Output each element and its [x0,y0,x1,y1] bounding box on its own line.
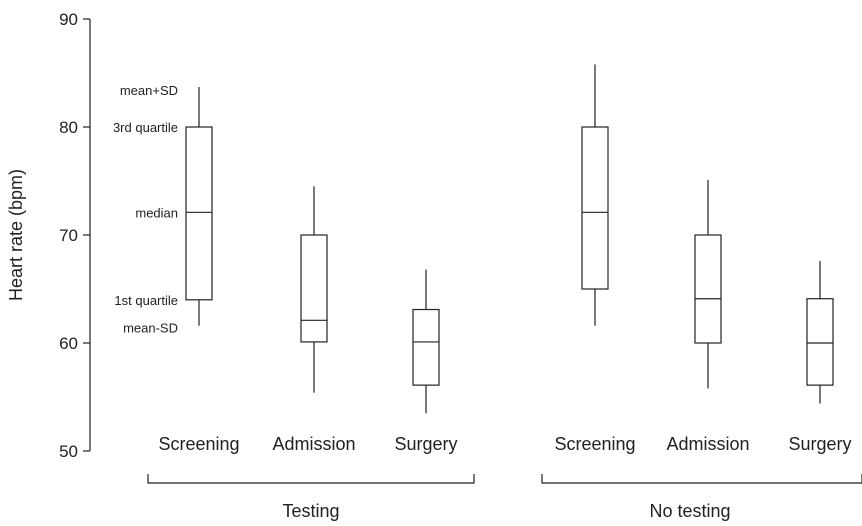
group-1-surgery-category-label: Surgery [394,434,457,454]
group-1-surgery-box [412,308,440,386]
annotation-median: median [135,205,178,220]
group-1-screening-box [185,126,213,301]
group-1-screening-category-label: Screening [158,434,239,454]
annotation-mean-plus-sd: mean+SD [120,83,178,98]
group-1-admission-category-label: Admission [272,434,355,454]
group-2-surgery-box [806,298,834,386]
group-1-bracket [147,474,475,484]
group-2-admission-category-label: Admission [666,434,749,454]
group-2-label: No testing [649,501,730,521]
group-2-screening-box [581,126,609,290]
group-2-surgery-category-label: Surgery [788,434,851,454]
group-2-bracket [541,474,862,484]
y-axis-title: Heart rate (bpm) [6,169,26,301]
y-tick-label-80: 80 [59,118,78,137]
group-1-admission-box [300,234,328,343]
y-tick-label-60: 60 [59,334,78,353]
group-1-label: Testing [282,501,339,521]
y-tick-label-90: 90 [59,10,78,29]
y-tick-label-70: 70 [59,226,78,245]
annotation-q3: 3rd quartile [113,120,178,135]
group-2-admission-box [694,234,722,344]
y-tick-label-50: 50 [59,442,78,461]
annotation-mean-minus-sd: mean-SD [123,321,178,336]
group-2-screening-category-label: Screening [554,434,635,454]
annotation-q1: 1st quartile [114,293,178,308]
